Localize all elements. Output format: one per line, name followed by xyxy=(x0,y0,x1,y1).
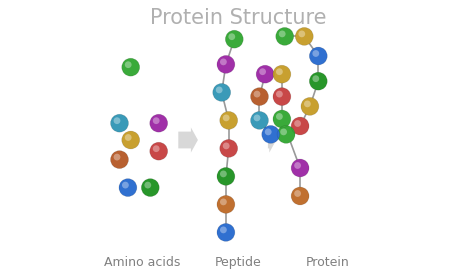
Text: Protein Structure: Protein Structure xyxy=(150,8,326,28)
Circle shape xyxy=(152,117,159,124)
Circle shape xyxy=(253,91,260,97)
Circle shape xyxy=(144,182,151,188)
Circle shape xyxy=(276,91,282,97)
Circle shape xyxy=(219,227,226,233)
Circle shape xyxy=(294,120,300,127)
Circle shape xyxy=(264,129,271,135)
Circle shape xyxy=(276,68,282,75)
Circle shape xyxy=(258,68,266,75)
Circle shape xyxy=(152,145,159,152)
Circle shape xyxy=(113,117,120,124)
Circle shape xyxy=(217,195,234,213)
Circle shape xyxy=(312,50,318,57)
Circle shape xyxy=(121,58,139,76)
Circle shape xyxy=(219,59,226,65)
Circle shape xyxy=(219,171,226,177)
Circle shape xyxy=(125,134,131,141)
Text: Protein: Protein xyxy=(306,256,349,269)
Circle shape xyxy=(303,101,310,107)
Circle shape xyxy=(261,125,279,143)
Circle shape xyxy=(300,97,318,115)
Circle shape xyxy=(217,167,234,185)
FancyArrow shape xyxy=(268,127,276,153)
Text: Amino acids: Amino acids xyxy=(103,256,180,269)
Circle shape xyxy=(253,115,260,121)
Circle shape xyxy=(215,87,222,93)
Circle shape xyxy=(110,114,128,132)
Circle shape xyxy=(125,61,131,68)
Circle shape xyxy=(294,190,300,197)
Circle shape xyxy=(312,75,318,82)
Circle shape xyxy=(219,199,226,205)
Circle shape xyxy=(250,111,268,129)
Circle shape xyxy=(121,131,139,149)
Circle shape xyxy=(141,179,159,197)
Circle shape xyxy=(290,117,308,135)
Circle shape xyxy=(149,114,167,132)
Circle shape xyxy=(217,223,234,241)
Circle shape xyxy=(250,88,268,106)
Circle shape xyxy=(275,27,293,45)
Text: Peptide: Peptide xyxy=(215,256,261,269)
Circle shape xyxy=(212,83,230,101)
Circle shape xyxy=(219,111,237,129)
Circle shape xyxy=(295,27,313,45)
Circle shape xyxy=(278,31,285,37)
Circle shape xyxy=(277,125,295,143)
Circle shape xyxy=(272,88,290,106)
FancyArrow shape xyxy=(178,127,198,153)
Circle shape xyxy=(225,30,243,48)
Circle shape xyxy=(222,115,229,121)
Circle shape xyxy=(119,179,137,197)
Circle shape xyxy=(272,65,290,83)
Circle shape xyxy=(149,142,167,160)
Circle shape xyxy=(228,33,235,40)
Circle shape xyxy=(222,143,229,149)
Circle shape xyxy=(279,129,287,135)
Circle shape xyxy=(276,113,282,120)
Circle shape xyxy=(219,139,237,157)
Circle shape xyxy=(110,151,128,169)
Circle shape xyxy=(309,72,327,90)
Circle shape xyxy=(122,182,129,188)
Circle shape xyxy=(217,55,234,73)
Circle shape xyxy=(294,162,300,169)
Circle shape xyxy=(290,187,308,205)
Circle shape xyxy=(298,31,305,37)
Circle shape xyxy=(113,154,120,160)
Circle shape xyxy=(256,65,274,83)
Circle shape xyxy=(309,47,327,65)
Circle shape xyxy=(272,110,290,128)
Circle shape xyxy=(290,159,308,177)
